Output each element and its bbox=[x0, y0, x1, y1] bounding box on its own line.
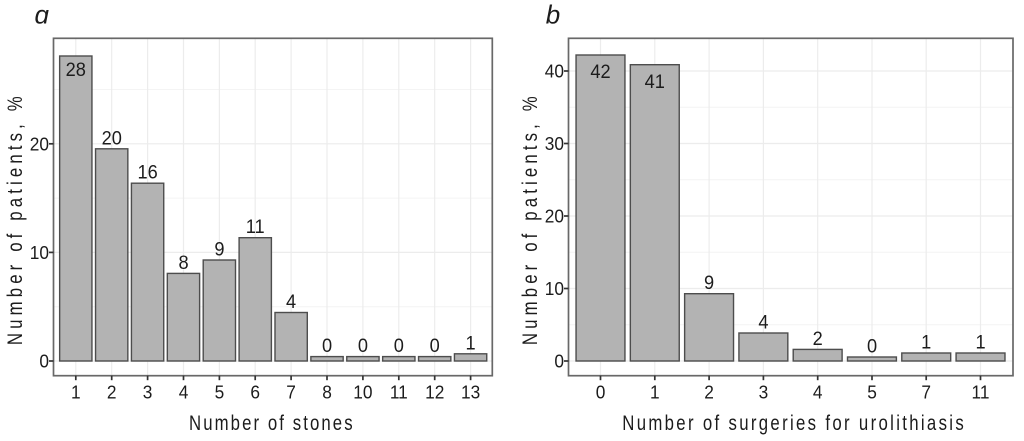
svg-text:3: 3 bbox=[143, 382, 153, 403]
svg-text:13: 13 bbox=[461, 382, 480, 403]
svg-text:1: 1 bbox=[71, 382, 81, 403]
svg-text:20: 20 bbox=[545, 206, 564, 227]
svg-text:Number of patients, %: Number of patients, % bbox=[4, 96, 27, 345]
svg-text:0: 0 bbox=[39, 351, 49, 372]
svg-text:4: 4 bbox=[758, 312, 769, 334]
svg-text:0: 0 bbox=[596, 382, 606, 403]
svg-text:2: 2 bbox=[704, 382, 714, 403]
svg-text:41: 41 bbox=[645, 71, 665, 93]
svg-text:b: b bbox=[546, 0, 560, 29]
svg-text:6: 6 bbox=[250, 382, 260, 403]
svg-text:4: 4 bbox=[813, 382, 823, 403]
svg-text:2: 2 bbox=[107, 382, 117, 403]
svg-text:20: 20 bbox=[30, 134, 49, 155]
svg-text:40: 40 bbox=[545, 61, 564, 82]
svg-text:10: 10 bbox=[353, 382, 372, 403]
svg-text:2: 2 bbox=[813, 328, 823, 350]
svg-text:16: 16 bbox=[137, 162, 157, 184]
svg-text:ɑ: ɑ bbox=[34, 0, 49, 29]
svg-text:0: 0 bbox=[358, 335, 368, 357]
svg-text:20: 20 bbox=[102, 128, 122, 150]
svg-text:Number of patients, %: Number of patients, % bbox=[519, 96, 542, 345]
svg-text:4: 4 bbox=[286, 291, 297, 313]
svg-text:11: 11 bbox=[246, 217, 265, 239]
svg-text:0: 0 bbox=[394, 335, 404, 357]
svg-text:11: 11 bbox=[390, 382, 408, 403]
svg-text:1: 1 bbox=[975, 332, 985, 354]
svg-text:1: 1 bbox=[466, 333, 476, 355]
svg-text:11: 11 bbox=[972, 382, 990, 403]
svg-text:0: 0 bbox=[867, 336, 877, 358]
svg-text:0: 0 bbox=[430, 335, 440, 357]
svg-text:Number of stones: Number of stones bbox=[189, 412, 353, 435]
svg-text:3: 3 bbox=[759, 382, 769, 403]
svg-text:0: 0 bbox=[322, 335, 332, 357]
svg-text:7: 7 bbox=[921, 382, 931, 403]
svg-text:1: 1 bbox=[921, 332, 931, 354]
svg-text:5: 5 bbox=[215, 382, 225, 403]
svg-text:0: 0 bbox=[554, 351, 564, 372]
svg-text:7: 7 bbox=[286, 382, 296, 403]
svg-text:8: 8 bbox=[322, 382, 332, 403]
svg-text:9: 9 bbox=[704, 273, 714, 295]
svg-text:8: 8 bbox=[178, 252, 188, 274]
svg-text:30: 30 bbox=[545, 134, 564, 155]
svg-text:28: 28 bbox=[66, 59, 86, 81]
svg-text:5: 5 bbox=[867, 382, 877, 403]
svg-text:42: 42 bbox=[590, 62, 610, 84]
svg-text:9: 9 bbox=[214, 239, 224, 261]
svg-text:1: 1 bbox=[650, 382, 660, 403]
svg-text:4: 4 bbox=[179, 382, 189, 403]
svg-text:10: 10 bbox=[30, 242, 49, 263]
svg-text:Number of surgeries for urolit: Number of surgeries for urolithiasis bbox=[622, 412, 963, 435]
svg-text:10: 10 bbox=[545, 279, 564, 300]
svg-text:12: 12 bbox=[425, 382, 444, 403]
